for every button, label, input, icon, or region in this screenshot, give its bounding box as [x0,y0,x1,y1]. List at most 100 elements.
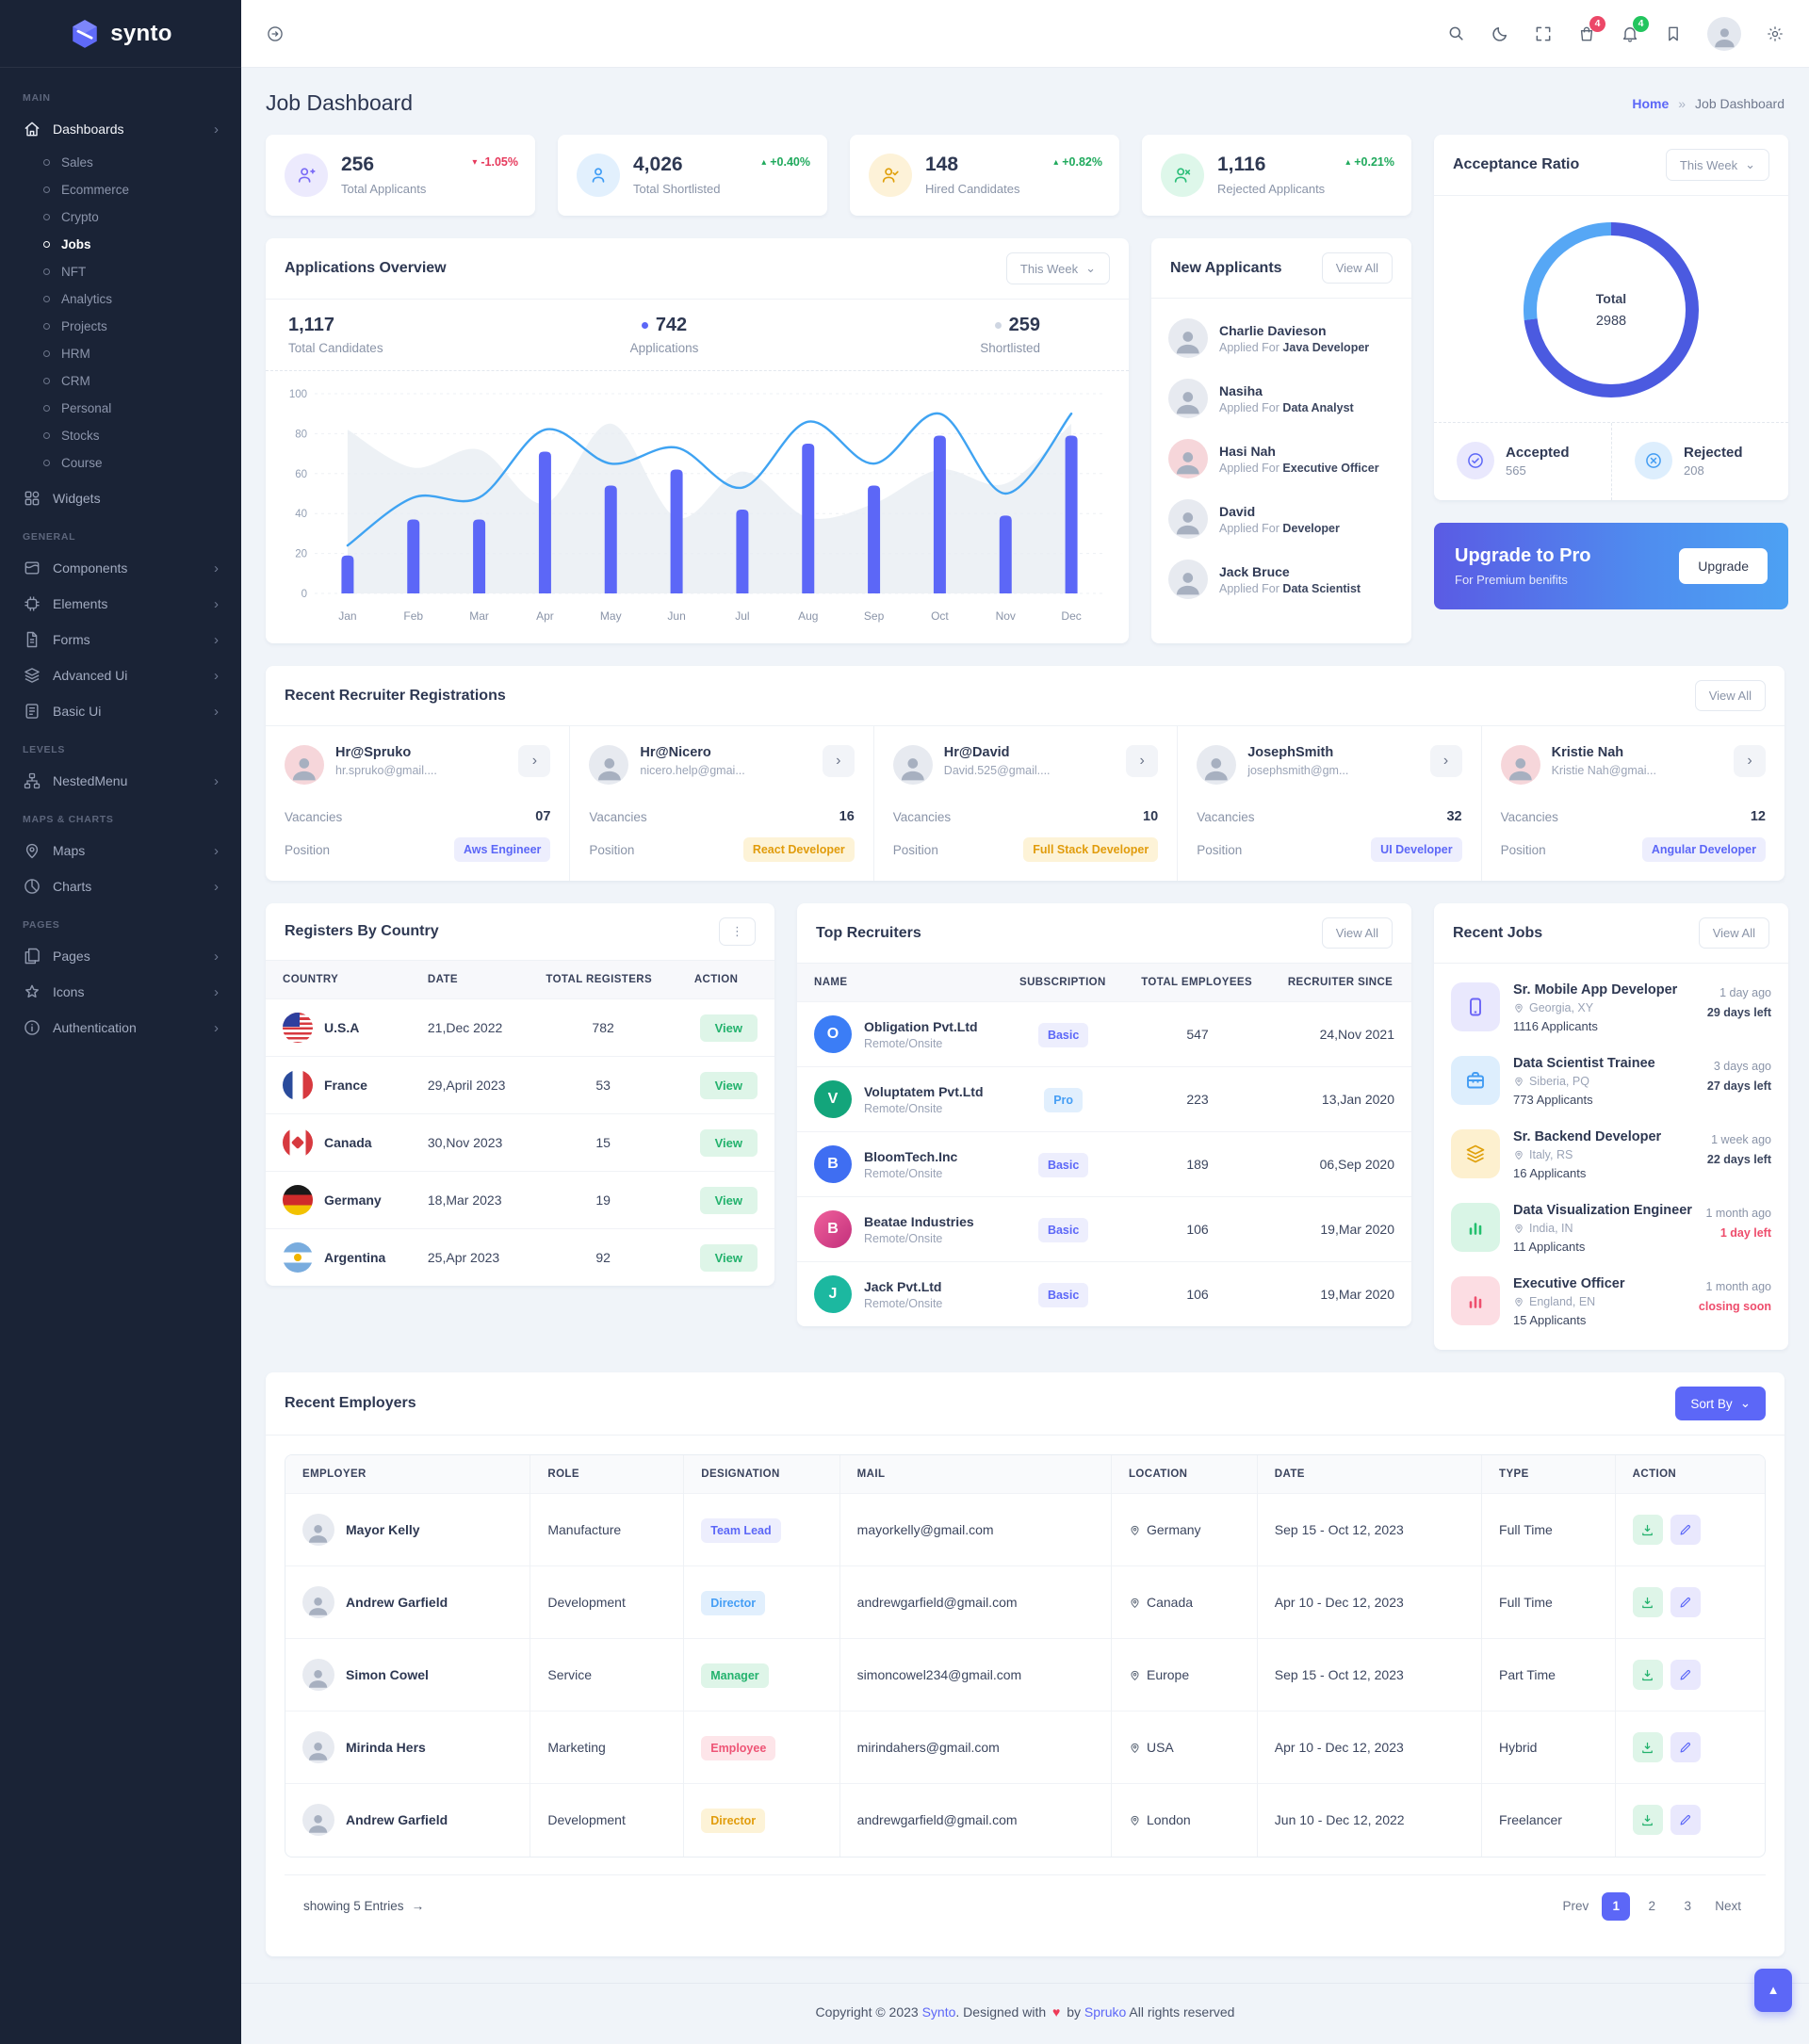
brand[interactable]: synto [0,0,241,68]
sidebar-item-personal[interactable]: Personal [36,395,226,422]
designation-badge: Employee [701,1736,776,1760]
sidebar-item-crypto[interactable]: Crypto [36,203,226,231]
svg-text:May: May [600,609,622,623]
sidebar-toggle-icon[interactable] [266,24,285,43]
sidebar-item-jobs[interactable]: Jobs [36,231,226,258]
svg-text:60: 60 [295,469,307,480]
sidebar-item-crm[interactable]: CRM [36,367,226,395]
view-button[interactable]: View [699,1186,758,1214]
sidebar-item-maps[interactable]: Maps › [15,833,226,868]
recruiter-card: Kristie Nah Kristie Nah@gmai... › Vacanci… [1480,726,1785,881]
sidebar-item-analytics[interactable]: Analytics [36,285,226,313]
user-avatar[interactable] [1707,16,1741,51]
applicant-list-item[interactable]: Jack Bruce Applied For Data Scientist [1168,549,1394,609]
chevron-right-icon: › [214,595,219,612]
shortlisted-value: 259 [1008,315,1040,335]
open-recruiter-button[interactable]: › [1126,745,1159,777]
view-all-button[interactable]: View All [1321,917,1393,949]
edit-button[interactable] [1670,1732,1701,1762]
download-button[interactable] [1632,1805,1663,1836]
plan-badge: Basic [1037,1218,1089,1242]
pagination-prev[interactable]: Prev [1562,1899,1589,1913]
breadcrumb-home[interactable]: Home [1632,95,1670,111]
sidebar-item-dashboards[interactable]: Dashboards › [15,111,226,147]
view-all-button[interactable]: View All [1694,680,1766,711]
sidebar-item-advanced-ui[interactable]: Advanced Ui › [15,657,226,693]
job-list-item[interactable]: Sr. Backend Developer Italy, RS 16 Appli… [1451,1118,1771,1192]
view-all-button[interactable]: View All [1698,917,1769,949]
sidebar-item-components[interactable]: Components › [15,550,226,586]
job-list-item[interactable]: Executive Officer England, EN 15 Applica… [1451,1265,1771,1338]
sidebar-item-projects[interactable]: Projects [36,313,226,340]
view-button[interactable]: View [699,1071,758,1099]
brand-name: synto [110,20,172,46]
view-button[interactable]: View [699,1014,758,1042]
pagination-next[interactable]: Next [1715,1899,1741,1913]
view-all-button[interactable]: View All [1321,252,1393,284]
download-button[interactable] [1632,1587,1663,1617]
period-dropdown[interactable]: This Week ⌄ [1665,149,1769,181]
position-badge: UI Developer [1371,837,1462,862]
open-recruiter-button[interactable]: › [518,745,551,777]
job-list-item[interactable]: Data Scientist Trainee Siberia, PQ 773 A… [1451,1045,1771,1118]
pagination-page-3[interactable]: 3 [1684,1899,1691,1913]
sidebar-item-nestedmenu[interactable]: NestedMenu › [15,763,226,799]
edit-button[interactable] [1670,1515,1701,1545]
sidebar-item-elements[interactable]: Elements › [15,586,226,622]
job-list-item[interactable]: Sr. Mobile App Developer Georgia, XY 111… [1451,971,1771,1045]
download-button[interactable] [1632,1515,1663,1545]
edit-button[interactable] [1670,1587,1701,1617]
designation-badge: Team Lead [701,1518,781,1543]
open-recruiter-button[interactable]: › [1733,745,1766,777]
applicant-list-item[interactable]: David Applied For Developer [1168,489,1394,549]
pagination-page-1[interactable]: 1 [1602,1891,1631,1921]
upgrade-button[interactable]: Upgrade [1679,548,1768,584]
footer-spruko-link[interactable]: Spruko [1084,2003,1127,2020]
sidebar-item-icons[interactable]: Icons › [15,974,226,1010]
download-button[interactable] [1632,1660,1663,1690]
settings-gear-icon[interactable] [1766,24,1785,43]
sidebar-item-nft[interactable]: NFT [36,258,226,285]
sort-by-dropdown[interactable]: Sort By ⌄ [1675,1387,1766,1420]
table-row: France 29,April 2023 53 View [266,1056,774,1114]
dashboards-submenu: Sales Ecommerce Crypto Jobs NFT Analytic… [15,147,226,480]
dark-mode-icon[interactable] [1491,24,1509,43]
sidebar-item-course[interactable]: Course [36,449,226,477]
edit-button[interactable] [1670,1660,1701,1690]
bar-chart-icon [1451,1203,1500,1252]
sidebar-item-widgets[interactable]: Widgets [15,480,226,516]
sidebar-item-sales[interactable]: Sales [36,149,226,176]
job-list-item[interactable]: Data Visualization Engineer India, IN 11… [1451,1192,1771,1265]
open-recruiter-button[interactable]: › [1429,745,1462,777]
edit-button[interactable] [1670,1805,1701,1836]
view-button[interactable]: View [699,1128,758,1157]
table-row: O Obligation Pvt.Ltd Remote/Onsite Basic 5… [797,1001,1411,1067]
open-recruiter-button[interactable]: › [822,745,855,777]
sidebar-item-forms[interactable]: Forms › [15,622,226,657]
sidebar-item-pages[interactable]: Pages › [15,938,226,974]
sidebar-item-basic-ui[interactable]: Basic Ui › [15,693,226,729]
search-icon[interactable] [1447,24,1466,43]
more-options-button[interactable]: ⋮ [719,917,756,946]
applicant-list-item[interactable]: Hasi Nah Applied For Executive Officer [1168,429,1394,489]
download-button[interactable] [1632,1732,1663,1762]
stat-value: 256 [341,154,375,175]
cart-icon[interactable]: 4 [1577,15,1605,43]
fullscreen-icon[interactable] [1534,24,1553,43]
sidebar-item-authentication[interactable]: Authentication › [15,1010,226,1046]
scroll-to-top-button[interactable]: ▲ [1754,1968,1792,2012]
bookmark-icon[interactable] [1664,24,1683,43]
recruiter-card: JosephSmith josephsmith@gm... › Vacancies… [1177,726,1480,881]
footer-brand-link[interactable]: Synto [921,2003,956,2020]
sidebar-item-stocks[interactable]: Stocks [36,422,226,449]
topbar: 4 4 [241,0,1809,68]
view-button[interactable]: View [699,1243,758,1272]
sidebar-item-hrm[interactable]: HRM [36,340,226,367]
notifications-icon[interactable]: 4 [1621,15,1649,43]
period-dropdown[interactable]: This Week ⌄ [1005,252,1110,284]
pagination-page-2[interactable]: 2 [1648,1899,1655,1913]
sidebar-item-ecommerce[interactable]: Ecommerce [36,176,226,203]
applicant-list-item[interactable]: Nasiha Applied For Data Analyst [1168,368,1394,429]
applicant-list-item[interactable]: Charlie Davieson Applied For Java Develo… [1168,308,1394,368]
sidebar-item-charts[interactable]: Charts › [15,868,226,904]
